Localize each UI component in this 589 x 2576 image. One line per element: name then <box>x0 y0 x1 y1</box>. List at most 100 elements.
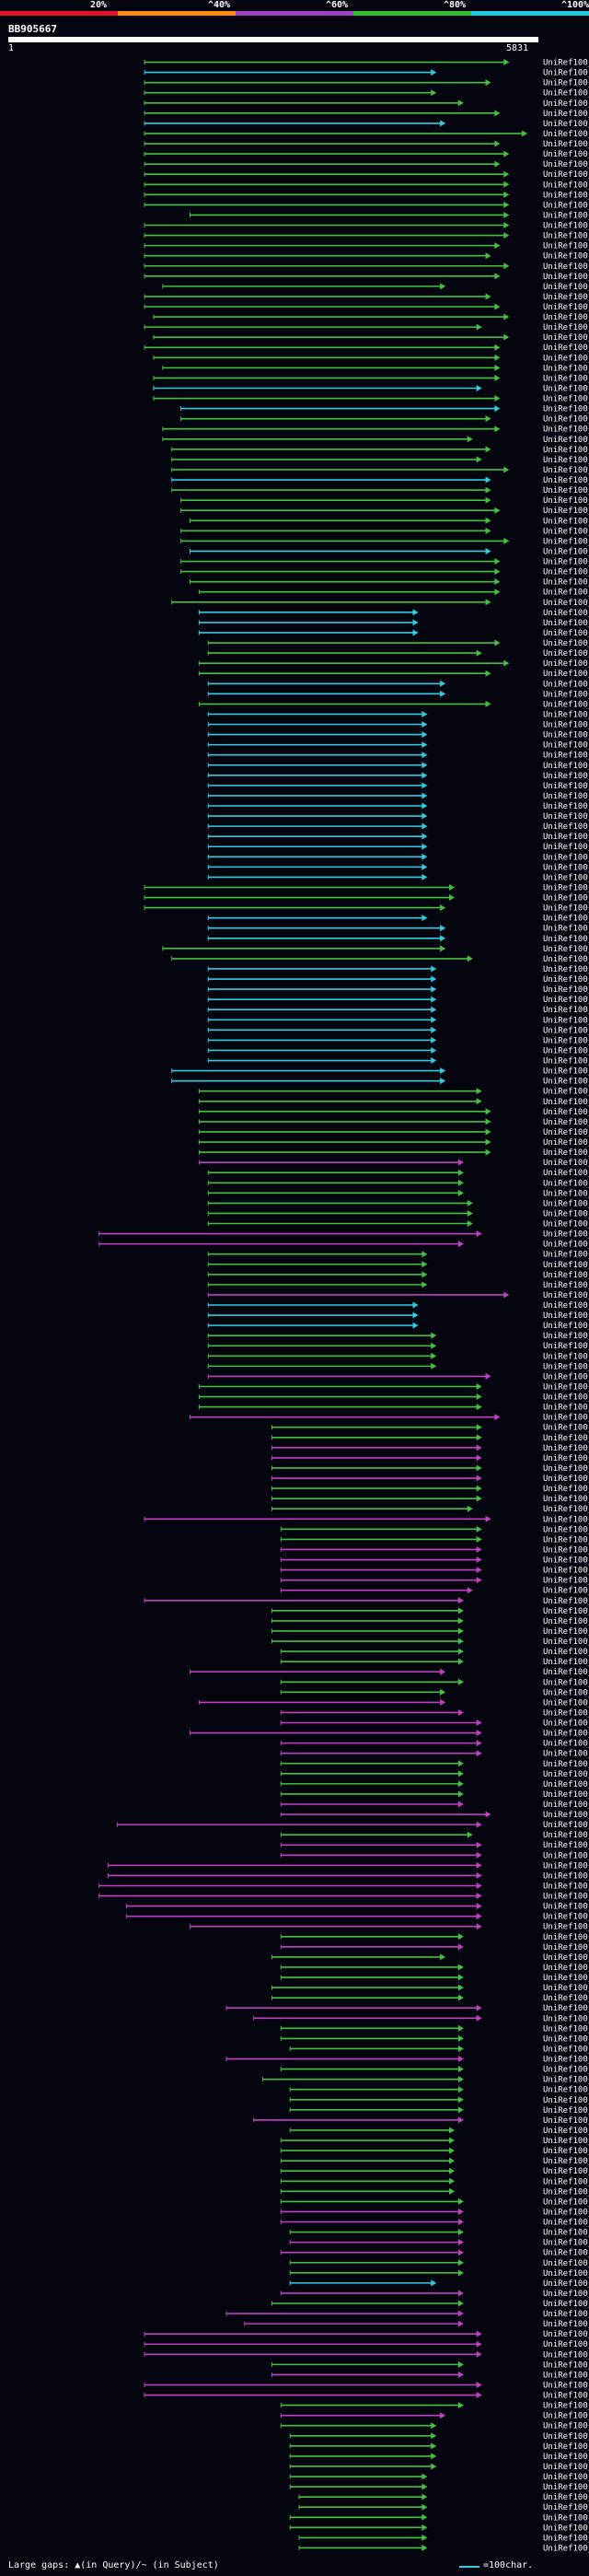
hit-row[interactable]: UniRef100_C7GUB2 <box>280 2147 589 2156</box>
hit-row[interactable]: UniRef100_Q6H635 <box>162 283 589 292</box>
hit-row[interactable]: UniRef100_A9T1X1 <box>162 945 589 954</box>
hit-row[interactable]: UniRef100_B8BJ16 <box>198 1118 589 1127</box>
hit-row[interactable]: UniRef100_C7ZAK1 <box>289 2432 589 2442</box>
hit-label[interactable]: UniRef100_B9S681 <box>543 59 589 68</box>
hit-label[interactable]: UniRef100_UP1000... <box>543 2259 589 2268</box>
hit-label[interactable]: UniRef100_C5YK12 <box>543 527 589 536</box>
hit-row[interactable]: UniRef100_B8LL23 <box>198 589 589 598</box>
hit-label[interactable]: UniRef100_A3C783 <box>543 384 589 393</box>
hit-row[interactable]: UniRef100_B6SFP0 <box>289 2483 589 2492</box>
hit-row[interactable]: UniRef100_UP1000... <box>289 2259 589 2268</box>
hit-label[interactable]: UniRef100_B9NBY3 <box>543 629 589 638</box>
hit-row[interactable]: UniRef100_A9PF49 <box>280 2219 589 2228</box>
hit-label[interactable]: UniRef100_A9PVL0 <box>543 1750 589 1759</box>
hit-label[interactable]: UniRef100_B9RUU8 <box>543 1974 589 1983</box>
hit-row[interactable]: UniRef100_B9FG66 <box>144 181 589 190</box>
hit-row[interactable]: UniRef100_C1E699 <box>207 1372 589 1381</box>
hit-row[interactable]: UniRef100_Q9FP38 <box>225 2310 589 2319</box>
hit-row[interactable]: UniRef100_A4X743 <box>171 486 589 495</box>
hit-label[interactable]: UniRef100_B9NEX3 <box>543 609 589 618</box>
hit-row[interactable]: UniRef100_Q6FFH9 <box>271 1638 589 1647</box>
hit-row[interactable]: UniRef100_B9AWS7 <box>280 1740 589 1749</box>
hit-row[interactable]: UniRef100_A9PIU3 <box>125 1913 589 1922</box>
hit-row[interactable]: UniRef100_B9NBY3 <box>198 629 589 638</box>
hit-label[interactable]: UniRef100_B9SIB9 <box>543 1882 589 1891</box>
hit-label[interactable]: UniRef100_A7PWG6 <box>543 985 589 995</box>
hit-row[interactable]: UniRef100_Q9LX08 <box>189 578 589 588</box>
hit-label[interactable]: UniRef100_C6TAI4 <box>543 69 589 78</box>
hit-label[interactable]: UniRef100_B9IPN2 <box>543 935 589 944</box>
hit-label[interactable]: UniRef100_B9TSS2 <box>543 873 589 882</box>
hit-row[interactable]: UniRef100_Q9AVU3 <box>207 731 589 740</box>
hit-label[interactable]: UniRef100_A9RAH1 <box>543 1342 589 1351</box>
hit-row[interactable]: UniRef100_B9EOU5 <box>262 2076 589 2085</box>
hit-row[interactable]: UniRef100_C0P535 <box>162 425 589 435</box>
hit-label[interactable]: UniRef100_A9RME3 <box>543 1352 589 1361</box>
hit-row[interactable]: UniRef100_P40209 <box>280 2187 589 2197</box>
hit-label[interactable]: UniRef100_B8LKB3 <box>543 344 589 353</box>
hit-label[interactable]: UniRef100_A9SU06 <box>543 2340 589 2349</box>
hit-label[interactable]: UniRef100_B9RSM9 <box>543 833 589 842</box>
hit-row[interactable]: UniRef100_A6RN18 <box>280 2412 589 2421</box>
hit-label[interactable]: UniRef100_C1MQM7 <box>543 1708 589 1718</box>
hit-label[interactable]: UniRef100_A7TJ4E <box>543 1984 589 1993</box>
hit-label[interactable]: UniRef100_A9R2W6 <box>543 2208 589 2217</box>
hit-label[interactable]: UniRef100_A4X741 <box>543 313 589 322</box>
hit-row[interactable]: UniRef100_C5YDU7 <box>144 222 589 231</box>
hit-row[interactable]: UniRef100_C6TN96 <box>207 863 589 872</box>
hit-row[interactable]: UniRef100_A5B748 <box>144 89 589 99</box>
hit-row[interactable]: UniRef100_C5YSN1 <box>207 1261 589 1270</box>
hit-label[interactable]: UniRef100_C5XD84 <box>543 2524 589 2533</box>
hit-label[interactable]: UniRef100_A2ZG13 <box>543 2106 589 2116</box>
hit-row[interactable]: UniRef100_C5WSD6 <box>171 456 589 465</box>
hit-row[interactable]: UniRef100_C1MQM7 <box>280 1708 589 1718</box>
hit-row[interactable]: UniRef100_Q8LC79 <box>271 1474 589 1484</box>
hit-row[interactable]: UniRef100_Q6HV94 <box>280 1831 589 1840</box>
hit-label[interactable]: UniRef100_B9FTU0 <box>543 1790 589 1800</box>
hit-label[interactable]: UniRef100_B9PHE7 <box>543 1811 589 1820</box>
hit-row[interactable]: UniRef100_A4X741 <box>153 313 589 322</box>
hit-row[interactable]: UniRef100_A9SUP3 <box>271 1505 589 1514</box>
hit-row[interactable]: UniRef100_B9SYZ6 <box>144 2330 589 2339</box>
hit-row[interactable]: UniRef100_Q10856 <box>144 160 589 169</box>
hit-row[interactable]: UniRef100_A3C9D0 <box>198 1128 589 1137</box>
hit-label[interactable]: UniRef100_Q8LAU9 <box>543 558 589 567</box>
hit-label[interactable]: UniRef100_A7TR17 <box>543 1821 589 1830</box>
hit-row[interactable]: UniRef100_A9SU06 <box>144 2340 589 2349</box>
hit-label[interactable]: UniRef100_C6SY43 <box>543 1964 589 1973</box>
hit-label[interactable]: UniRef100_Q01PT9 <box>543 1148 589 1158</box>
hit-label[interactable]: UniRef100_B3LR24 <box>543 2167 589 2176</box>
hit-label[interactable]: UniRef100_C7Y587 <box>543 2453 589 2462</box>
hit-label[interactable]: UniRef100_Q9SD38 <box>543 99 589 109</box>
hit-label[interactable]: UniRef100_C5YSH9 <box>543 1230 589 1240</box>
hit-row[interactable]: UniRef100_Q8LAM6 <box>153 354 589 363</box>
hit-label[interactable]: UniRef100_B9HGM7 <box>543 2493 589 2502</box>
hit-label[interactable]: UniRef100_C5YVG7 <box>543 1678 589 1687</box>
hit-row[interactable]: UniRef100_Q5K236 <box>289 2045 589 2054</box>
hit-row[interactable]: UniRef100_Q9SKN6 <box>207 1251 589 1260</box>
hit-label[interactable]: UniRef100_C5YWE1 <box>543 1525 589 1534</box>
hit-row[interactable]: UniRef100_A5BC40 <box>180 507 589 516</box>
hit-row[interactable]: UniRef100_A9RDP7 <box>280 1587 589 1596</box>
hit-label[interactable]: UniRef100_B6TS85 <box>543 1577 589 1586</box>
hit-label[interactable]: UniRef100_C5WZG1 <box>543 599 589 608</box>
hit-label[interactable]: UniRef100_Q8L0W5 <box>543 2269 589 2279</box>
hit-row[interactable]: UniRef100_A7NZS9 <box>144 883 589 892</box>
hit-label[interactable]: UniRef100_B9SSS5 <box>543 659 589 669</box>
hit-label[interactable]: UniRef100_B9FG66 <box>543 181 589 190</box>
hit-label[interactable]: UniRef100_B9RNP4 <box>543 333 589 343</box>
hit-label[interactable]: UniRef100_A2ZDR6 <box>543 639 589 648</box>
hit-label[interactable]: UniRef100_B9HAN6 <box>543 2473 589 2482</box>
hit-label[interactable]: UniRef100_C5X844 <box>543 293 589 302</box>
hit-row[interactable]: UniRef100_Q9LZ59 <box>244 2320 589 2329</box>
hit-label[interactable]: UniRef100_Q7XD30 <box>543 915 589 924</box>
hit-label[interactable]: UniRef100_B9MRZ7 <box>543 130 589 139</box>
hit-label[interactable]: UniRef100_B9IKM6 <box>543 619 589 628</box>
hit-label[interactable]: UniRef100_Q6DBP8 <box>543 904 589 914</box>
hit-row[interactable]: UniRef100_B9RLF8 <box>207 843 589 852</box>
hit-label[interactable]: UniRef100_A9PD99 <box>543 2392 589 2401</box>
hit-row[interactable]: UniRef100_A9SUP4 <box>280 1688 589 1697</box>
hit-row[interactable]: UniRef100_Q1Y5D0 <box>162 364 589 373</box>
hit-row[interactable]: UniRef100_B9AC25 <box>198 1159 589 1168</box>
hit-row[interactable]: UniRef100_P9TT24 <box>207 690 589 699</box>
